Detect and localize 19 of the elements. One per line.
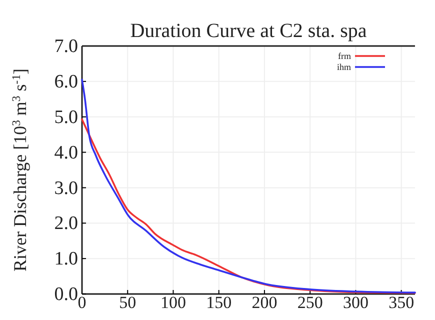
x-tick-label: 150 — [206, 293, 232, 312]
x-tick-label: 250 — [297, 293, 323, 312]
y-tick-label: 5.0 — [54, 106, 78, 128]
legend-label: frm — [338, 51, 351, 61]
y-tick-label: 6.0 — [54, 72, 78, 93]
x-tick-label: 50 — [119, 293, 136, 312]
x-tick-label: 0 — [78, 293, 86, 312]
x-tick-label: 100 — [160, 293, 186, 312]
y-tick-label: 7.0 — [54, 36, 78, 58]
y-tick-label: 0.0 — [54, 284, 78, 306]
y-tick-label: 3.0 — [54, 178, 78, 199]
legend-label: ihm — [336, 62, 351, 72]
y-tick-label: 2.0 — [54, 213, 78, 234]
y-tick-label: 1.0 — [54, 248, 78, 270]
x-tick-label: 300 — [342, 293, 368, 312]
x-tick-label: 200 — [252, 293, 278, 312]
x-tick-label: 350 — [388, 293, 414, 312]
chart-title: Duration Curve at C2 sta. spa — [130, 20, 367, 42]
y-tick-label: 4.0 — [54, 142, 78, 164]
